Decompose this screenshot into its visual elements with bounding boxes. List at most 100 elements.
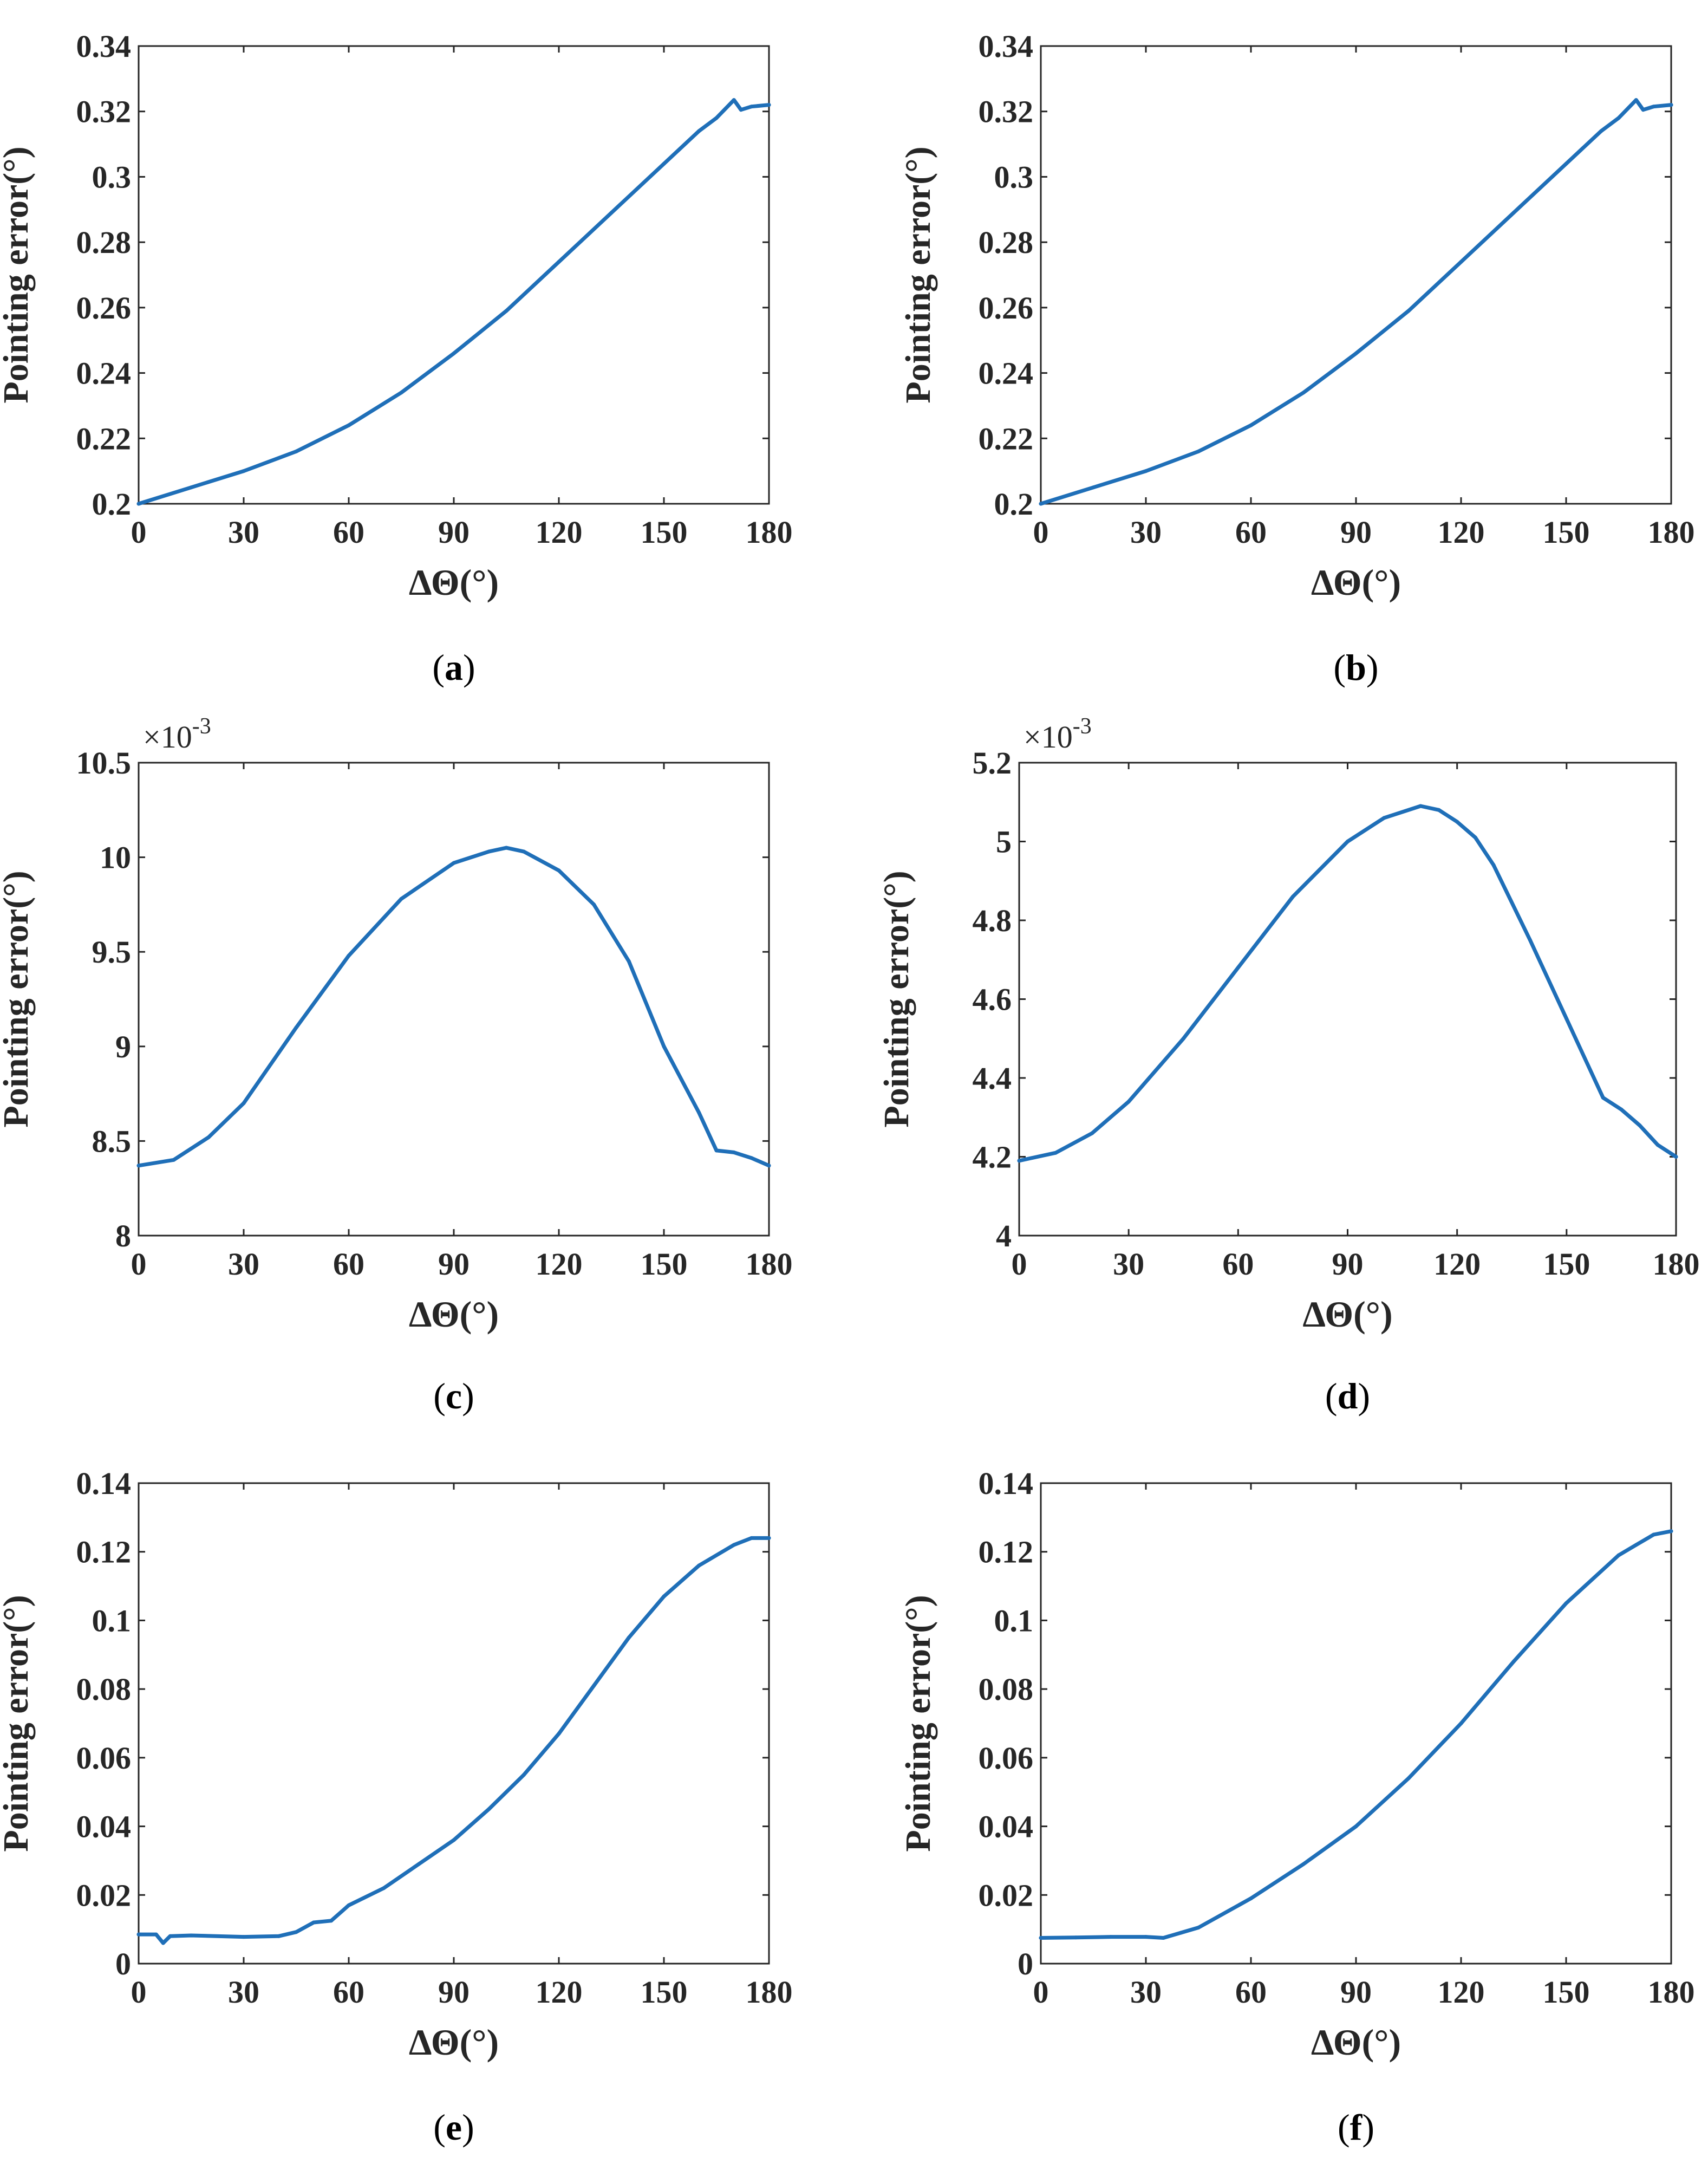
y-tick-label: 5.2 bbox=[973, 745, 1012, 781]
data-point bbox=[1144, 1935, 1148, 1939]
data-point bbox=[697, 1563, 701, 1568]
x-tick-label: 90 bbox=[1332, 1246, 1364, 1282]
x-tick-label: 60 bbox=[1235, 1974, 1267, 2010]
data-point bbox=[189, 1933, 193, 1938]
y-tick-label: 9 bbox=[115, 1029, 131, 1064]
data-point bbox=[557, 868, 561, 873]
data-point bbox=[1564, 1017, 1569, 1021]
panel-caption: (b) bbox=[1333, 647, 1378, 688]
x-tick-label: 60 bbox=[333, 515, 364, 550]
y-tick-label: 0.08 bbox=[76, 1672, 132, 1707]
x-tick-label: 180 bbox=[746, 1246, 793, 1282]
data-point bbox=[189, 485, 193, 490]
y-tick-label: 0.22 bbox=[979, 421, 1034, 456]
panel-caption: (c) bbox=[433, 1375, 474, 1417]
plot-frame bbox=[138, 45, 770, 505]
y-tick-label: 4.2 bbox=[973, 1140, 1012, 1175]
x-tick-label: 60 bbox=[1235, 515, 1267, 550]
y-tick-label: 0.2 bbox=[92, 486, 132, 522]
data-point bbox=[452, 351, 456, 355]
data-point bbox=[1406, 309, 1411, 313]
caption-close: ) bbox=[463, 647, 475, 688]
data-point bbox=[609, 211, 614, 215]
x-tick-label: 150 bbox=[1543, 1246, 1590, 1282]
y-axis-label: Pointing error(°) bbox=[0, 146, 36, 403]
y-tick-label: 4.8 bbox=[973, 903, 1012, 938]
x-tick-label: 60 bbox=[333, 1246, 364, 1282]
y-tick-label: 0.06 bbox=[76, 1740, 132, 1776]
data-point bbox=[557, 1732, 561, 1736]
y-axis-label: Pointing error(°) bbox=[0, 870, 36, 1127]
data-point bbox=[1674, 1155, 1678, 1159]
y-tick-label: 0.34 bbox=[76, 29, 132, 64]
data-point bbox=[1074, 1935, 1078, 1940]
plot-frame bbox=[138, 762, 770, 1237]
x-tick-label: 30 bbox=[1130, 1974, 1162, 2010]
data-point bbox=[592, 902, 596, 907]
data-point bbox=[732, 1543, 736, 1547]
data-point bbox=[1196, 449, 1201, 453]
data-point bbox=[662, 1044, 666, 1049]
data-point bbox=[1144, 469, 1148, 473]
y-multiplier-exponent: -3 bbox=[1073, 714, 1092, 739]
x-tick-label: 60 bbox=[1222, 1246, 1254, 1282]
data-point bbox=[1473, 835, 1477, 840]
data-point bbox=[161, 1941, 165, 1945]
data-point bbox=[1354, 1824, 1358, 1829]
panel-caption: (a) bbox=[432, 647, 475, 688]
data-point bbox=[749, 1536, 754, 1540]
data-point bbox=[1039, 502, 1043, 506]
y-tick-label: 9.5 bbox=[92, 934, 132, 970]
y-tick-label: 10.5 bbox=[76, 745, 132, 781]
data-point bbox=[294, 1025, 298, 1030]
y-tick-label: 4 bbox=[996, 1218, 1012, 1253]
data-point bbox=[1528, 938, 1532, 942]
data-point bbox=[1354, 351, 1358, 355]
data-point bbox=[521, 1773, 526, 1777]
data-point bbox=[154, 1932, 158, 1937]
data-point bbox=[1491, 863, 1496, 867]
x-tick-label: 120 bbox=[536, 1974, 583, 2010]
data-point bbox=[452, 861, 456, 865]
data-point bbox=[347, 953, 351, 958]
caption-letter: d bbox=[1338, 1375, 1358, 1417]
x-tick-label: 30 bbox=[228, 1974, 259, 2010]
data-point bbox=[1290, 894, 1295, 899]
y-tick-label: 0.24 bbox=[979, 356, 1034, 391]
y-tick-label: 4.4 bbox=[973, 1061, 1012, 1096]
data-point bbox=[242, 469, 246, 473]
data-point bbox=[767, 1536, 771, 1540]
data-point bbox=[1301, 391, 1306, 395]
data-point bbox=[521, 849, 526, 854]
y-tick-label: 0.2 bbox=[994, 486, 1034, 522]
data-point bbox=[592, 1684, 596, 1688]
y-tick-label: 8 bbox=[115, 1218, 131, 1253]
data-point bbox=[487, 849, 491, 854]
plot-frame bbox=[1040, 1482, 1672, 1965]
caption-letter: c bbox=[446, 1375, 462, 1417]
data-point bbox=[206, 1135, 211, 1139]
y-tick-label: 0.3 bbox=[92, 159, 132, 194]
data-point bbox=[1406, 1776, 1411, 1781]
data-point bbox=[1091, 485, 1096, 490]
x-tick-label: 120 bbox=[536, 515, 583, 550]
caption-open: ( bbox=[432, 647, 445, 688]
data-point bbox=[627, 959, 631, 964]
data-point bbox=[382, 1886, 386, 1890]
chart-panel-b: 0 30 60 90 120 150 180 0.2 0.22 0.24 0.26 0.28 0.3 0.… bbox=[898, 29, 1695, 688]
data-point bbox=[1109, 1935, 1113, 1939]
data-point bbox=[1564, 1601, 1568, 1606]
data-point bbox=[1039, 1936, 1043, 1940]
data-point bbox=[1601, 1095, 1605, 1100]
x-axis-label: ΔΘ(°) bbox=[409, 562, 499, 603]
y-multiplier-label: ×10-3 bbox=[1024, 714, 1092, 755]
caption-open: ( bbox=[1338, 2107, 1350, 2148]
x-tick-label: 120 bbox=[1438, 515, 1485, 550]
chart-panel-c: 0 30 60 90 120 150 180 8 8.5 9 9.5 10 10.5 ×10-3 ΔΘ(°)… bbox=[0, 714, 793, 1417]
y-tick-label: 5 bbox=[996, 824, 1012, 860]
y-tick-label: 0.1 bbox=[92, 1603, 132, 1638]
y-tick-label: 0.32 bbox=[76, 94, 132, 129]
y-tick-label: 0.26 bbox=[979, 290, 1034, 326]
y-tick-label: 4.6 bbox=[973, 982, 1012, 1017]
